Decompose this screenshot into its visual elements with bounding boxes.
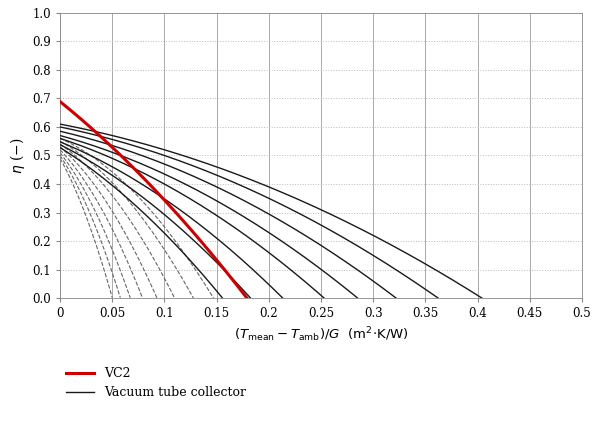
Y-axis label: $\eta$ (−): $\eta$ (−) [8, 137, 26, 174]
Legend: VC2, Vacuum tube collector: VC2, Vacuum tube collector [66, 367, 246, 400]
X-axis label: $(T_\mathrm{mean} - T_\mathrm{amb})/G\ \ (\mathrm{m}^2{\cdot}\mathrm{K/W})$: $(T_\mathrm{mean} - T_\mathrm{amb})/G\ \… [233, 326, 409, 345]
